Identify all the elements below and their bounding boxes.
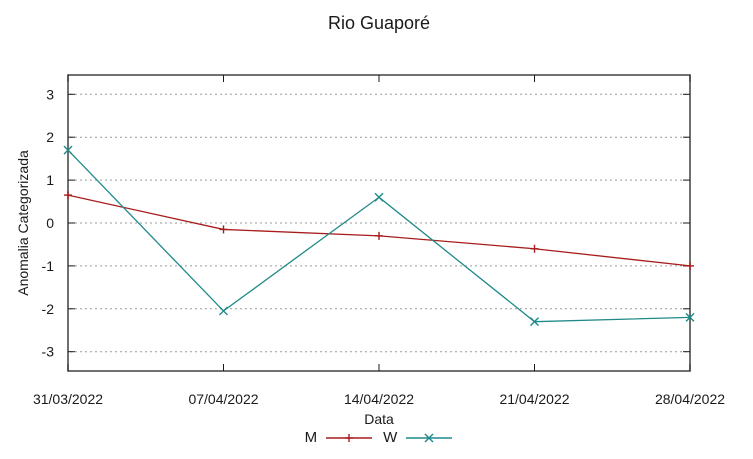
y-tick-label: 3: [46, 86, 54, 102]
x-tick-labels: 31/03/2022 07/04/2022 14/04/2022 21/04/2022…: [33, 391, 725, 407]
series-W: [63, 145, 695, 327]
legend: M W: [68, 429, 690, 446]
y-tick-label: 1: [46, 172, 54, 188]
legend-label-m: M: [304, 429, 318, 446]
grid-lines: [70, 93, 688, 353]
series-M-line: [67, 194, 691, 267]
legend-item-w: W: [383, 429, 453, 446]
chart-title: Rio Guaporé: [327, 13, 431, 33]
legend-sample-w-line-icon: [406, 433, 453, 442]
x-tick-label: 07/04/2022: [188, 391, 258, 407]
x-axis-label: Data: [364, 411, 394, 427]
y-tick-label: -1: [42, 258, 55, 274]
tick-marks: [67, 75, 691, 371]
legend-item-m: M: [305, 429, 374, 446]
x-tick-label: 31/03/2022: [33, 391, 103, 407]
x-tick-label: 28/04/2022: [655, 391, 725, 407]
series-M: [64, 191, 694, 270]
y-tick-label: -3: [42, 344, 55, 360]
x-tick-label: 21/04/2022: [499, 391, 569, 407]
y-tick-label: 0: [46, 215, 54, 231]
y-tick-labels: 3 2 1 0 -1 -2 -3: [42, 86, 55, 359]
legend-sample-m-line-icon: [326, 433, 373, 442]
legend-label-w: W: [383, 429, 398, 446]
y-tick-label: 2: [46, 129, 54, 145]
y-tick-label: -2: [42, 301, 55, 317]
x-tick-label: 14/04/2022: [344, 391, 414, 407]
